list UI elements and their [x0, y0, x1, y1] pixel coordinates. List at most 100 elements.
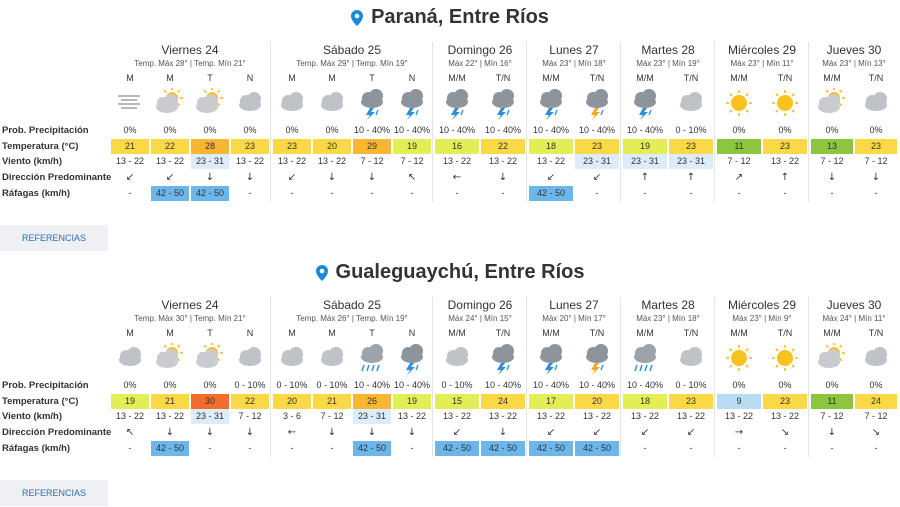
- icon-cell: [721, 343, 757, 382]
- period: T/N: [777, 73, 793, 83]
- period: M/M: [636, 73, 654, 83]
- cell: 0%: [732, 125, 746, 135]
- period: M/M: [823, 73, 841, 83]
- cell: ↙: [165, 172, 175, 184]
- cell: 13 - 22: [397, 411, 427, 422]
- cell: 23 - 31: [191, 154, 229, 170]
- cell: ↙: [125, 172, 135, 184]
- weather-icon: [239, 347, 261, 366]
- cell: 11: [717, 138, 761, 154]
- weather-icon: [680, 347, 702, 366]
- cell: 0%: [163, 125, 177, 135]
- icon-cell: [394, 343, 430, 382]
- cell: -: [830, 442, 834, 453]
- period: T/N: [868, 328, 884, 338]
- weather-icon: [196, 87, 223, 113]
- cell: 13 - 22: [277, 156, 307, 167]
- cell: 13 - 22: [488, 156, 518, 167]
- day-name: Miércoles 29: [727, 298, 797, 312]
- period: M/M: [730, 328, 748, 338]
- cell: 0 - 10%: [675, 380, 707, 390]
- weather-icon: [281, 92, 303, 111]
- cell: ↙: [640, 427, 650, 439]
- day-separator: [620, 297, 621, 457]
- cell: 18: [529, 138, 573, 154]
- weather-icon: [492, 344, 514, 375]
- cell: 23: [763, 393, 807, 409]
- cell: 22: [231, 393, 269, 409]
- cell: 20: [273, 393, 311, 409]
- cell: 7 - 12: [400, 156, 424, 167]
- period: M/M: [542, 328, 560, 338]
- weather-icon: [119, 347, 141, 366]
- row-label: Temperatura (°C): [2, 395, 79, 407]
- cell: -: [290, 442, 294, 453]
- period: M/M: [448, 328, 466, 338]
- references-button[interactable]: REFERENCIAS: [0, 480, 108, 506]
- period: T: [207, 73, 213, 83]
- cell: -: [501, 187, 505, 198]
- weather-icon: [818, 342, 845, 368]
- cell: 42 - 50: [575, 440, 619, 456]
- weather-icon: [361, 344, 383, 372]
- period: N: [246, 73, 254, 83]
- cell: -: [128, 442, 132, 453]
- cell: 13 - 22: [724, 411, 754, 422]
- day-separator: [270, 297, 271, 457]
- cell: ↑: [780, 172, 790, 184]
- cell: ↓: [245, 427, 255, 439]
- day-temps: Máx 20° | Mín 17°: [542, 314, 606, 323]
- cell: 23: [763, 138, 807, 154]
- cell: 22: [481, 138, 525, 154]
- cell: 7 - 12: [820, 411, 844, 422]
- cell: 10 - 40%: [484, 125, 522, 135]
- weather-icon: [586, 344, 608, 375]
- icon-cell: [439, 88, 475, 127]
- cell: 42 - 50: [151, 440, 189, 456]
- period: T/N: [777, 328, 793, 338]
- row-label: Viento (km/h): [2, 156, 62, 168]
- cell: -: [643, 187, 647, 198]
- icon-cell: [232, 343, 268, 382]
- cell: 13 - 22: [536, 156, 566, 167]
- icon-cell: [394, 88, 430, 127]
- cell: -: [689, 187, 693, 198]
- day-name: Domingo 26: [447, 43, 513, 57]
- period: M/M: [823, 328, 841, 338]
- cell: 7 - 12: [727, 156, 751, 167]
- cell: 10 - 40%: [484, 380, 522, 390]
- weather-icon: [680, 92, 702, 111]
- day-temps: Máx 23° | Mín 9°: [732, 314, 792, 323]
- cell: 0 - 10%: [316, 380, 348, 390]
- cell: 9: [717, 393, 761, 409]
- cell: 30: [191, 393, 229, 409]
- cell: 19: [393, 393, 431, 409]
- weather-icon: [634, 89, 656, 120]
- cell: 23: [855, 138, 897, 154]
- cell: 13 - 22: [676, 411, 706, 422]
- row-label: Temperatura (°C): [2, 140, 79, 152]
- cell: 0%: [203, 380, 217, 390]
- cell: 13 - 22: [115, 411, 145, 422]
- cell: -: [737, 187, 741, 198]
- cell: 13 - 22: [630, 411, 660, 422]
- period: T/N: [495, 73, 511, 83]
- cell: 0%: [123, 380, 137, 390]
- references-button[interactable]: REFERENCIAS: [0, 225, 108, 251]
- day-name: Domingo 26: [447, 298, 513, 312]
- cell: 13 - 22: [115, 156, 145, 167]
- icon-cell: [274, 343, 310, 382]
- cell: 29: [353, 138, 391, 154]
- day-separator: [526, 42, 527, 202]
- cell: ↓: [367, 427, 377, 439]
- icon-cell: [274, 88, 310, 127]
- weather-icon: [586, 89, 608, 120]
- cell: 21: [151, 393, 189, 409]
- cell: -: [874, 442, 878, 453]
- icon-cell: [112, 343, 148, 382]
- weather-icon: [772, 90, 798, 116]
- cell: 13 - 22: [770, 156, 800, 167]
- icon-cell: [485, 343, 521, 382]
- weather-icon: [401, 344, 423, 375]
